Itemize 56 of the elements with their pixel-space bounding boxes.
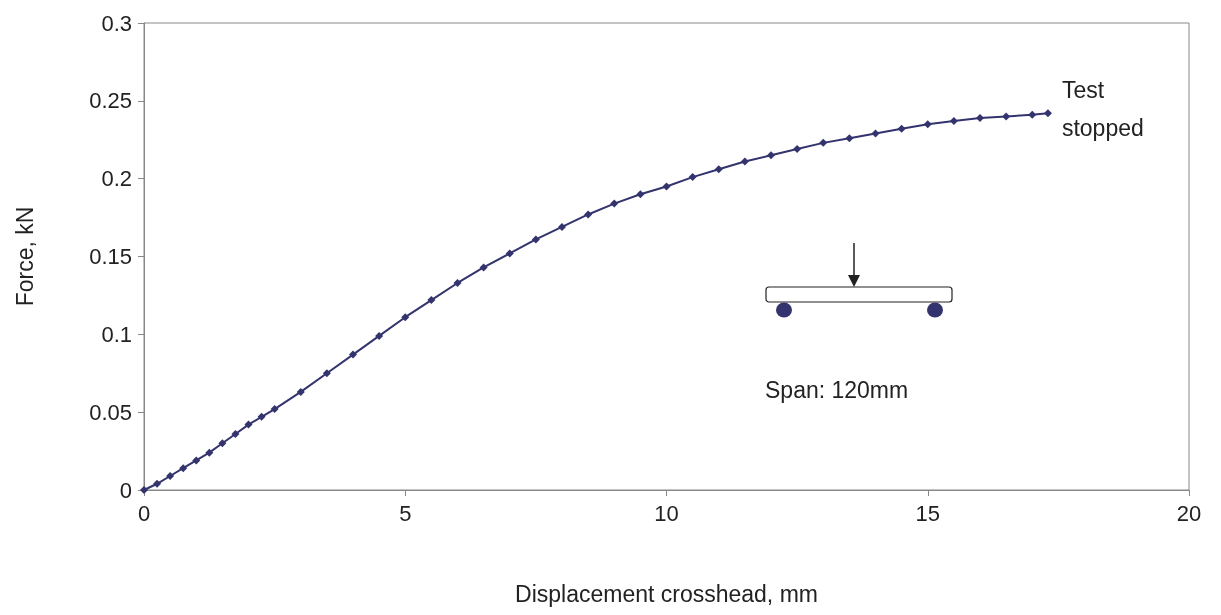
point [218,439,227,448]
y-tick-label: 0 [119,477,132,503]
point [1002,112,1011,121]
point [558,222,566,231]
annotation: Span: 120mm [765,376,909,403]
point [479,263,488,272]
point [270,405,279,414]
point [1043,109,1052,118]
point [688,173,697,182]
point [322,369,331,378]
y-axis-title: Force, kN [11,206,38,307]
point [740,157,749,166]
x-tick-label: 10 [654,500,679,526]
point [662,182,671,191]
point [231,429,240,438]
x-tick-label: 5 [399,500,412,526]
point [192,456,201,465]
point [401,313,410,322]
point [949,117,958,126]
point [349,350,357,359]
point [1028,110,1037,119]
annotation: Test stopped [1061,77,1144,142]
y-tick-label: 0.15 [89,244,132,269]
point [897,124,906,133]
point [427,296,436,305]
point [153,479,162,488]
point [767,151,775,160]
point [845,134,854,143]
point [610,199,619,208]
y-tick-label: 0.1 [101,321,132,347]
point [584,210,593,219]
x-tick-label: 20 [1176,500,1202,526]
x-axis-title: Displacement crosshead, mm [515,580,818,607]
y-tick-label: 0.3 [101,10,132,36]
point [531,235,540,244]
y-tick-label: 0.25 [89,88,132,114]
y-tick-label: 0.05 [89,399,132,425]
y-tick-label: 0.2 [101,166,132,192]
point [179,464,188,473]
point [375,331,384,340]
x-tick-label: 0 [137,500,151,526]
point [166,471,175,480]
point [244,420,253,429]
point [505,249,514,258]
point [976,113,984,122]
point [819,138,828,147]
point [453,278,462,287]
point [714,165,723,174]
point [923,120,932,129]
point [871,129,880,138]
point [257,412,266,421]
x-tick-label: 15 [915,500,940,526]
point [793,145,802,154]
point [205,448,214,457]
point [296,387,305,396]
point [636,190,645,199]
